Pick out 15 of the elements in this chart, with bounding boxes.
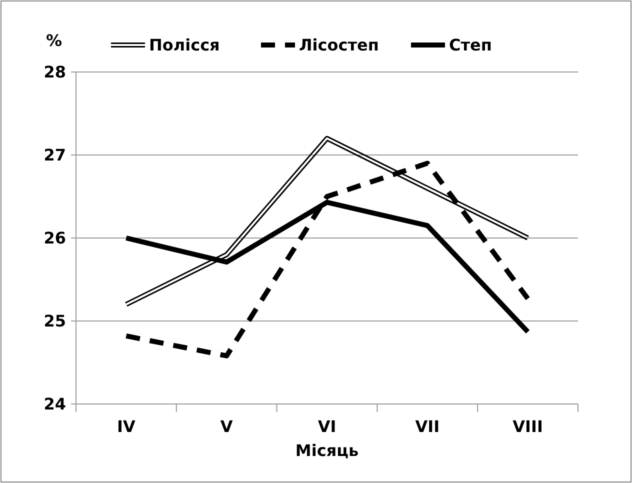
legend-label: Лісостеп (299, 36, 379, 55)
legend-label: Полісся (149, 36, 220, 55)
x-tick-label: VI (318, 417, 336, 436)
y-tick-label: 27 (44, 146, 66, 165)
y-axis-title: % (46, 31, 62, 50)
x-axis-title: Місяць (295, 441, 359, 460)
x-tick-label: IV (117, 417, 136, 436)
y-tick-label: 24 (44, 394, 66, 414)
x-tick-label: VII (415, 417, 440, 436)
x-tick-label: VIII (512, 417, 543, 436)
x-tick-label: V (220, 417, 234, 436)
y-tick-label: 28 (44, 62, 66, 82)
y-tick-label: 26 (44, 228, 66, 248)
legend-label: Степ (449, 36, 492, 55)
y-tick-label: 25 (44, 312, 66, 331)
